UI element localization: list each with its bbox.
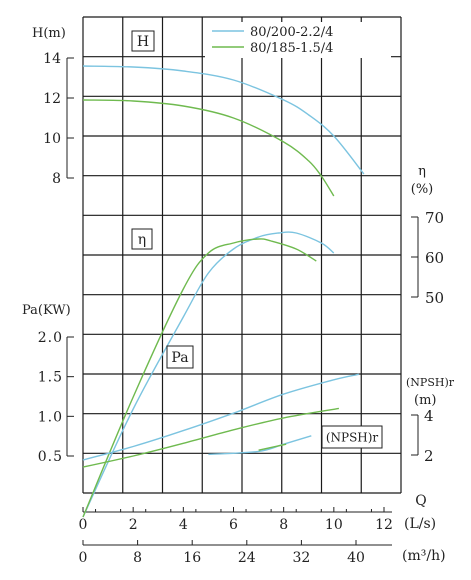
head-tick-label: 14 (43, 51, 61, 67)
npsh-curve (258, 443, 287, 451)
chart-curves (82, 65, 365, 518)
head-tick-label: 8 (52, 171, 61, 187)
head-curve (82, 99, 335, 197)
power-tick-label: 2.0 (38, 330, 63, 346)
npsh-panel-label: (NPSH)r (326, 430, 379, 444)
power-curve (82, 373, 360, 461)
legend-label: 80/185-1.5/4 (250, 41, 333, 56)
efficiency-axis-label: η (418, 164, 426, 179)
mh-tick-label: 8 (133, 550, 142, 566)
npsh-unit: (m) (414, 393, 436, 408)
power-panel-label-box (166, 345, 194, 369)
ls-tick-label: 2 (129, 517, 138, 533)
head-axis-label: H(m) (32, 26, 66, 41)
npsh-curve (208, 435, 312, 456)
mh-tick-label: 40 (347, 550, 365, 566)
mh-tick-label: 24 (238, 550, 256, 566)
npsh-tick-label: 2 (424, 447, 434, 465)
head-panel-label: H (137, 34, 149, 50)
power-tick-label: 1.5 (38, 370, 63, 386)
chart-labels: H(m)8101214Pa(KW)0.51.01.52.0η(%)506070(… (22, 22, 455, 566)
efficiency-panel-label-box (131, 228, 153, 250)
efficiency-tick-label: 70 (425, 209, 444, 227)
power-curve (82, 407, 340, 468)
ls-axis-label: (L/s) (404, 516, 436, 532)
efficiency-tick-label: 60 (425, 249, 444, 267)
head-panel-label-box (131, 30, 155, 52)
ls-tick-label: 4 (179, 517, 188, 533)
npsh-panel-label-box (321, 425, 383, 449)
npsh-tick-label: 4 (424, 407, 434, 425)
legend: 80/200-2.2/480/185-1.5/4 (205, 22, 391, 58)
head-curve (82, 65, 365, 175)
q-label: Q (415, 493, 426, 509)
efficiency-unit: (%) (411, 182, 434, 197)
head-tick-label: 10 (43, 131, 61, 147)
mh-tick-label: 16 (183, 550, 201, 566)
chart-grid (82, 16, 402, 494)
power-tick-label: 1.0 (38, 409, 63, 425)
legend-label: 80/200-2.2/4 (250, 25, 333, 40)
mh-axis-label: (m³/h) (402, 548, 446, 564)
ls-tick-label: 10 (325, 517, 343, 533)
legend-background (205, 22, 391, 58)
efficiency-tick-label: 50 (425, 289, 444, 307)
power-panel-label: Pa (171, 350, 188, 366)
chart-axes (66, 57, 419, 546)
efficiency-curve (82, 231, 335, 518)
mh-tick-label: 0 (79, 550, 88, 566)
power-tick-label: 0.5 (38, 449, 63, 465)
mh-tick-label: 32 (292, 550, 310, 566)
npsh-axis-label: (NPSH)r (406, 376, 455, 389)
efficiency-panel-label: η (138, 232, 146, 248)
ls-tick-label: 6 (229, 517, 238, 533)
efficiency-curve (82, 238, 317, 518)
head-tick-label: 12 (43, 91, 61, 107)
ls-tick-label: 0 (79, 517, 88, 533)
ls-tick-label: 8 (279, 517, 288, 533)
power-axis-label: Pa(KW) (22, 303, 71, 318)
ls-tick-label: 12 (375, 517, 393, 533)
